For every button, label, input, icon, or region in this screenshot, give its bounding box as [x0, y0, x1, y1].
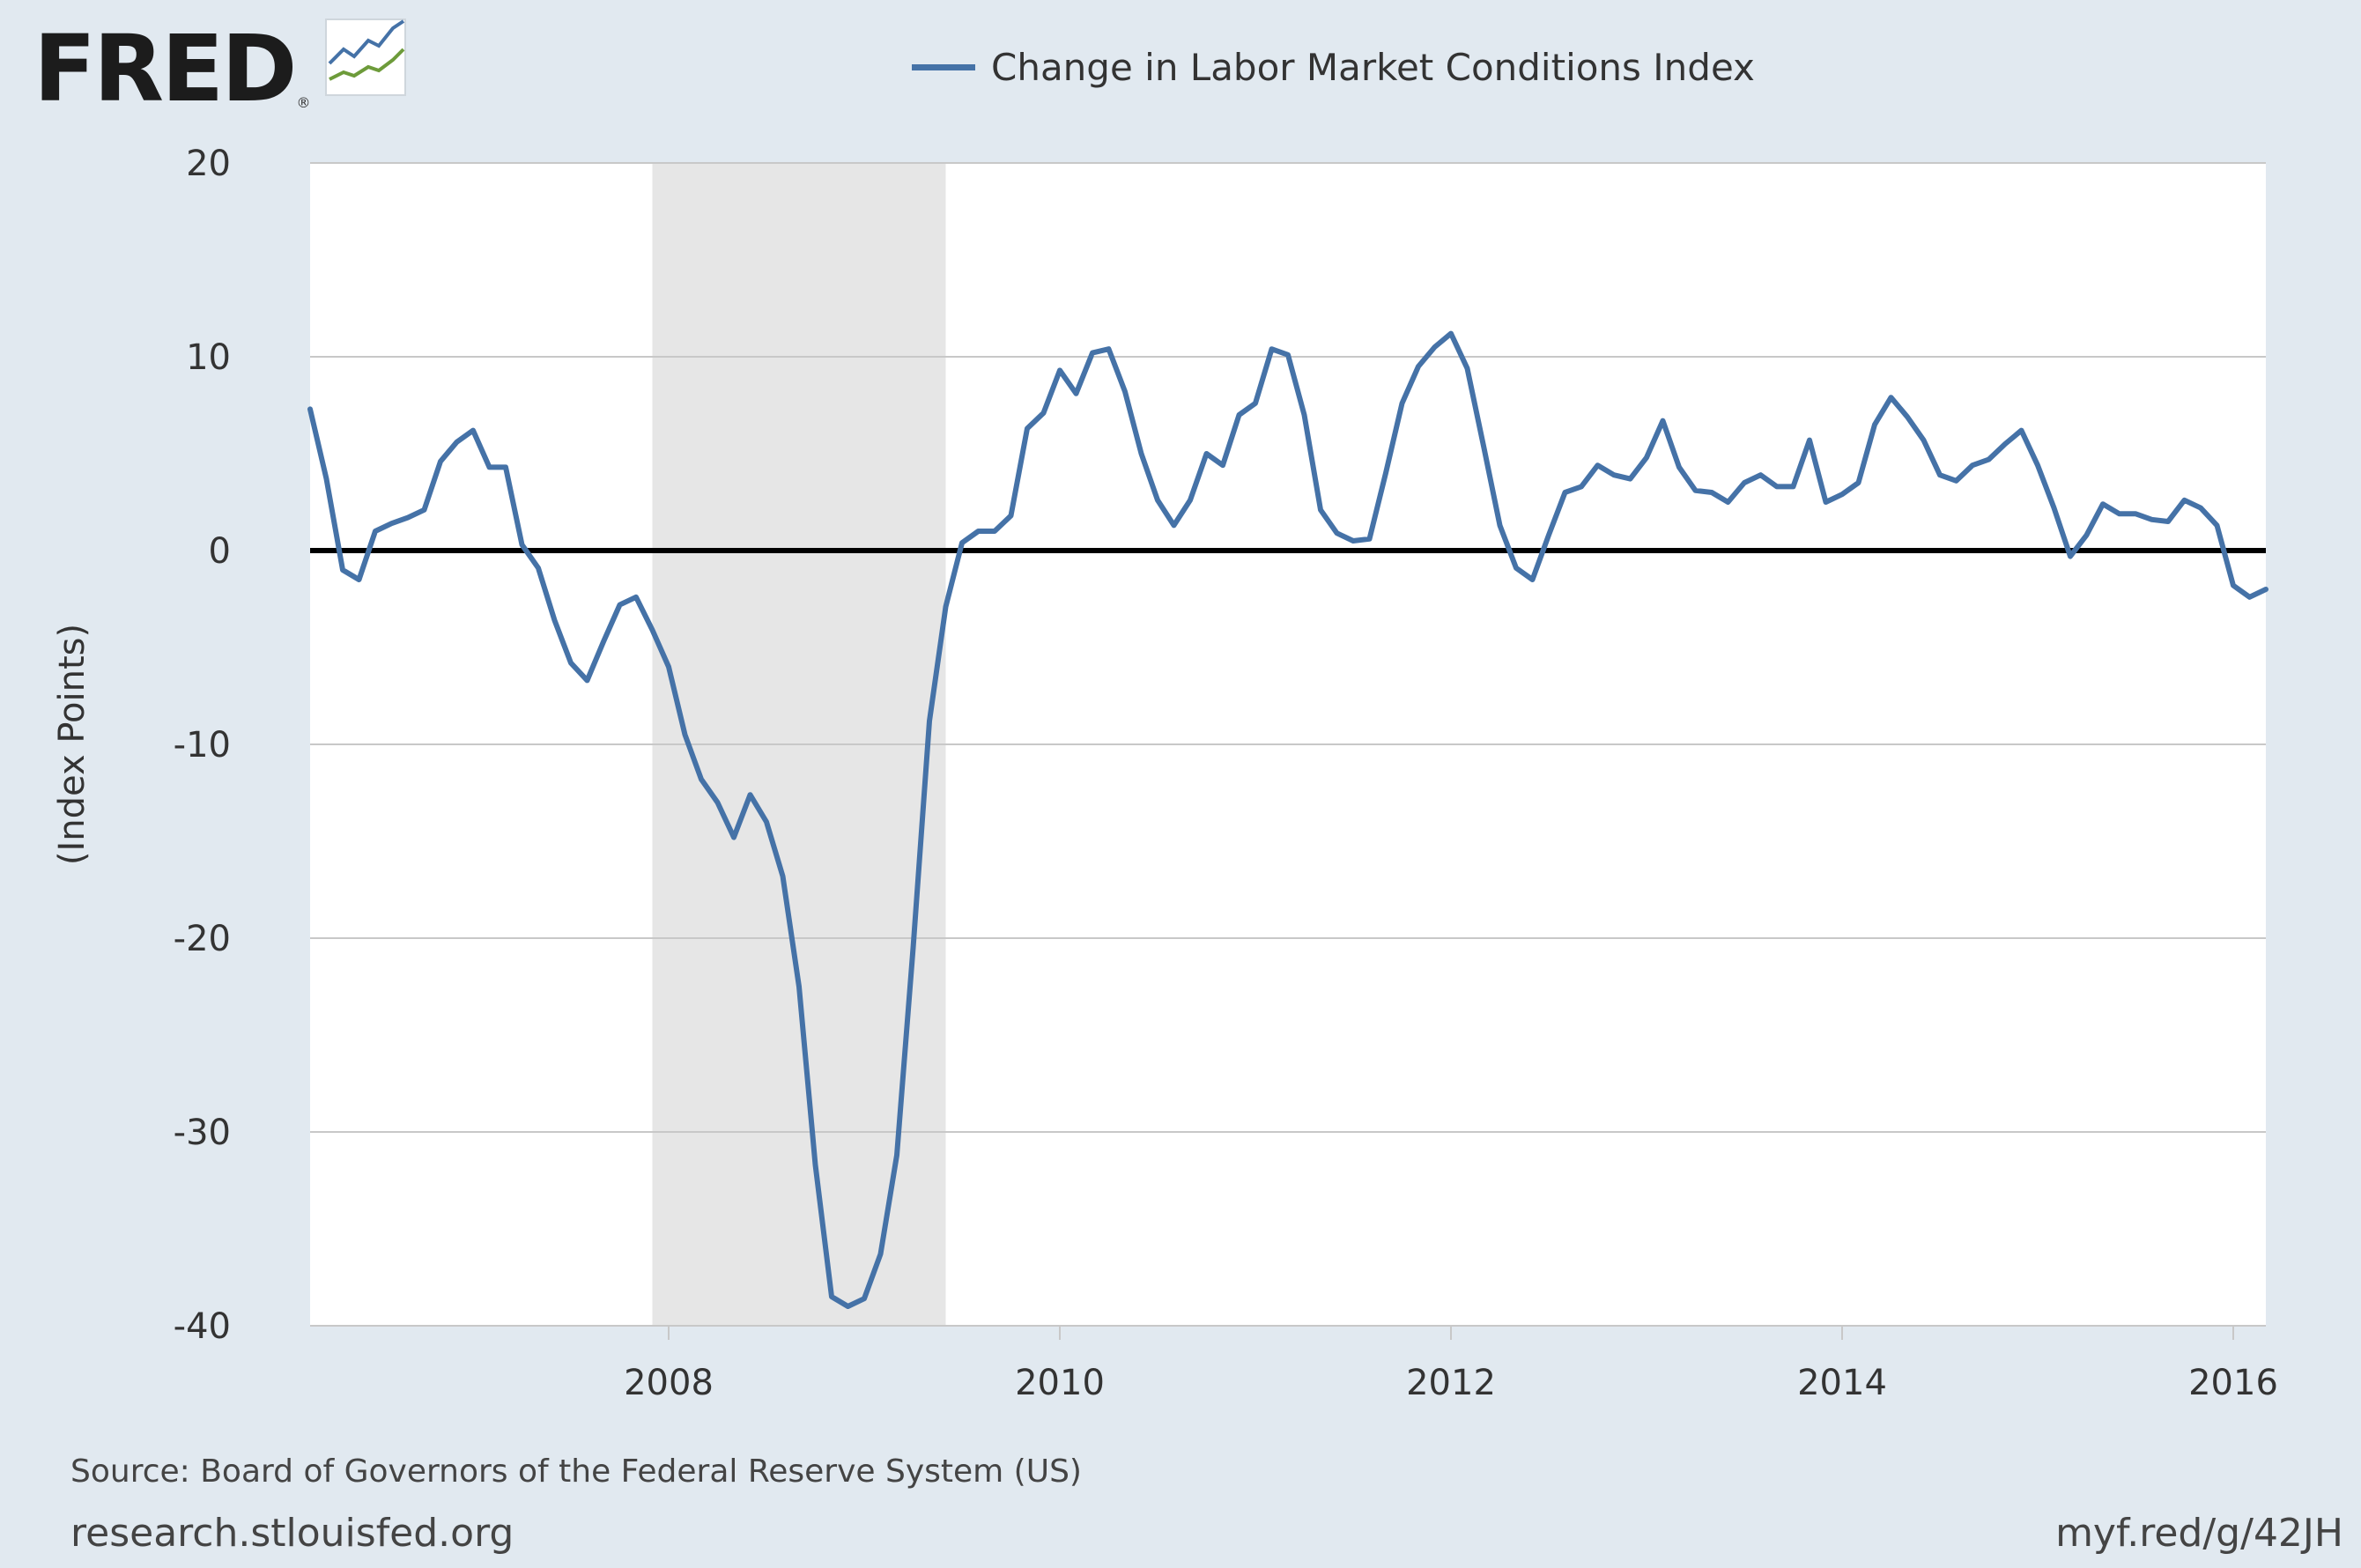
fred-trend-icon [324, 11, 409, 102]
source-note: Source: Board of Governors of the Federa… [70, 1453, 1082, 1490]
header: FRED ® Change in Labor Market Conditions… [0, 0, 2361, 132]
y-tick-label: -40 [174, 1306, 231, 1347]
fred-logo[interactable]: FRED ® [33, 15, 311, 122]
y-tick-label: -30 [174, 1113, 231, 1153]
y-tick-label: 0 [209, 531, 231, 572]
series-layer [307, 330, 2268, 1309]
legend: Change in Labor Market Conditions Index [912, 46, 1755, 89]
y-tick-label: 10 [186, 337, 231, 378]
x-tick-label: 2010 [1015, 1363, 1105, 1403]
y-axis-label: (Index Points) [52, 624, 93, 865]
y-tick-label: -20 [174, 919, 231, 959]
series-line [307, 330, 2268, 1309]
short-link[interactable]: myf.red/g/42JH [2055, 1511, 2343, 1556]
x-tick-label: 2012 [1406, 1363, 1496, 1403]
logo-text: FRED [33, 15, 297, 122]
x-tick-label: 2008 [624, 1363, 714, 1403]
y-tick-label: -10 [174, 725, 231, 766]
x-axis-ticks: 2008 2010 2012 2014 2016 [624, 1326, 2278, 1403]
legend-label: Change in Labor Market Conditions Index [991, 46, 1755, 89]
legend-swatch [912, 64, 975, 70]
y-axis-ticks: 20 10 0 -10 -20 -30 -40 [174, 144, 231, 1347]
x-tick-label: 2016 [2188, 1363, 2278, 1403]
site-link[interactable]: research.stlouisfed.org [70, 1511, 514, 1556]
logo-registered-mark: ® [296, 94, 311, 111]
x-tick-label: 2014 [1797, 1363, 1887, 1403]
y-tick-label: 20 [186, 144, 231, 184]
